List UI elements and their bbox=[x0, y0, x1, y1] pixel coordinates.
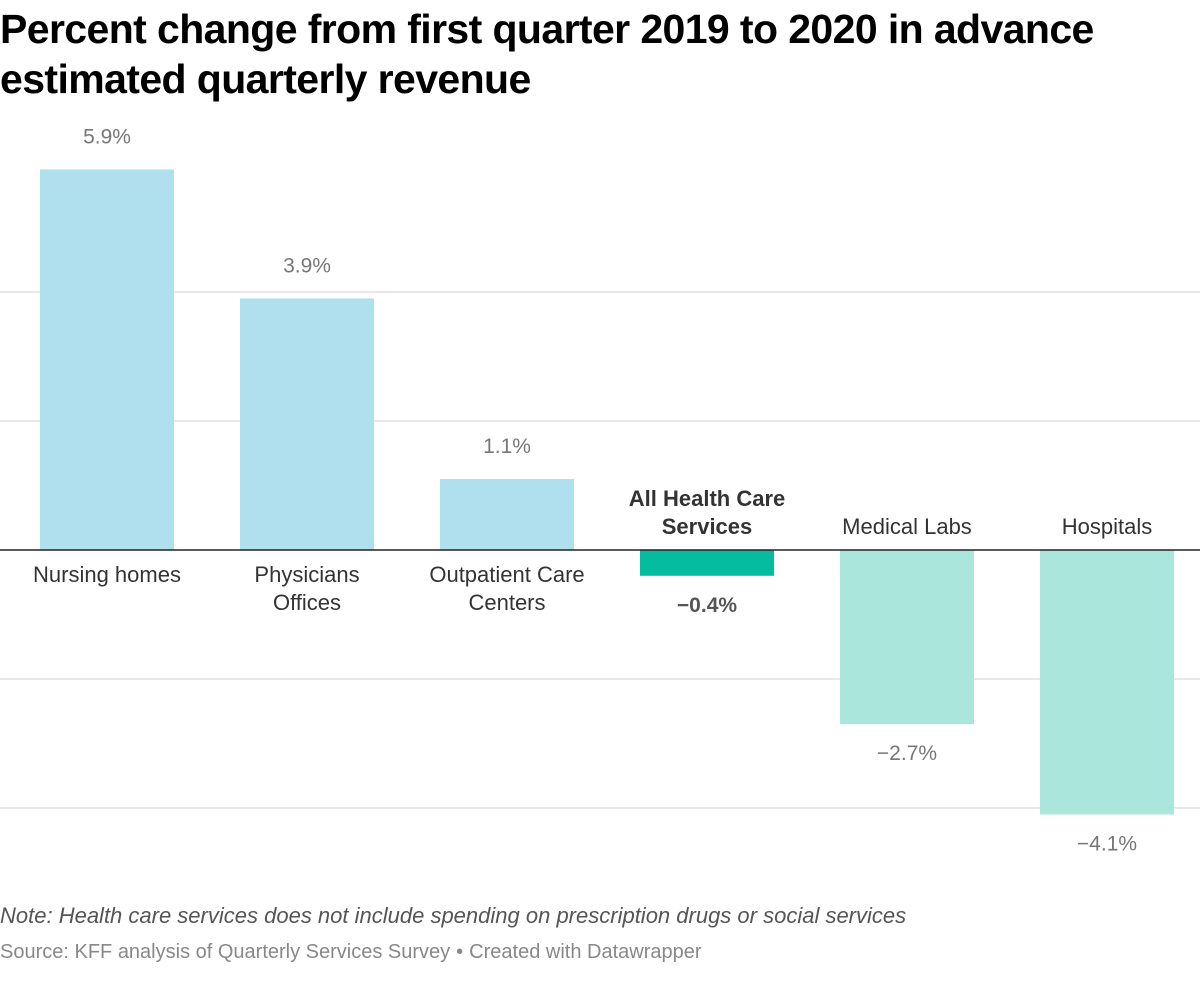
category-label: Outpatient Care bbox=[429, 562, 584, 587]
chart-title: Percent change from first quarter 2019 t… bbox=[0, 6, 1094, 102]
category-label: Offices bbox=[273, 590, 341, 615]
data-label: 1.1% bbox=[483, 435, 531, 458]
category-label: All Health Care bbox=[629, 486, 786, 511]
bar bbox=[40, 169, 174, 550]
chart-note: Note: Health care services does not incl… bbox=[0, 903, 907, 928]
source-text: Source: KFF analysis of Quarterly Servic… bbox=[0, 941, 451, 963]
category-label: Physicians bbox=[254, 562, 359, 587]
data-label: 3.9% bbox=[283, 254, 331, 277]
category-label: Medical Labs bbox=[842, 514, 972, 539]
data-label: 5.9% bbox=[83, 125, 131, 148]
category-label: Services bbox=[662, 514, 753, 539]
data-label: −0.4% bbox=[677, 594, 737, 617]
bar bbox=[840, 550, 974, 725]
category-label: Hospitals bbox=[1062, 514, 1152, 539]
bar bbox=[440, 479, 574, 550]
source-credit: Created with Datawrapper bbox=[469, 941, 702, 963]
category-label: Nursing homes bbox=[33, 562, 181, 587]
bar bbox=[240, 298, 374, 550]
bar bbox=[1040, 550, 1174, 815]
bar-chart: 5.9% Nursing homes 3.9% Physicians Offices 1.… bbox=[0, 125, 1200, 855]
bar bbox=[640, 550, 774, 576]
data-label: −4.1% bbox=[1077, 832, 1137, 855]
chart-source: Source: KFF analysis of Quarterly Servic… bbox=[0, 941, 702, 964]
category-label: Centers bbox=[468, 590, 545, 615]
data-label: −2.7% bbox=[877, 742, 937, 765]
source-separator: • bbox=[456, 941, 464, 963]
